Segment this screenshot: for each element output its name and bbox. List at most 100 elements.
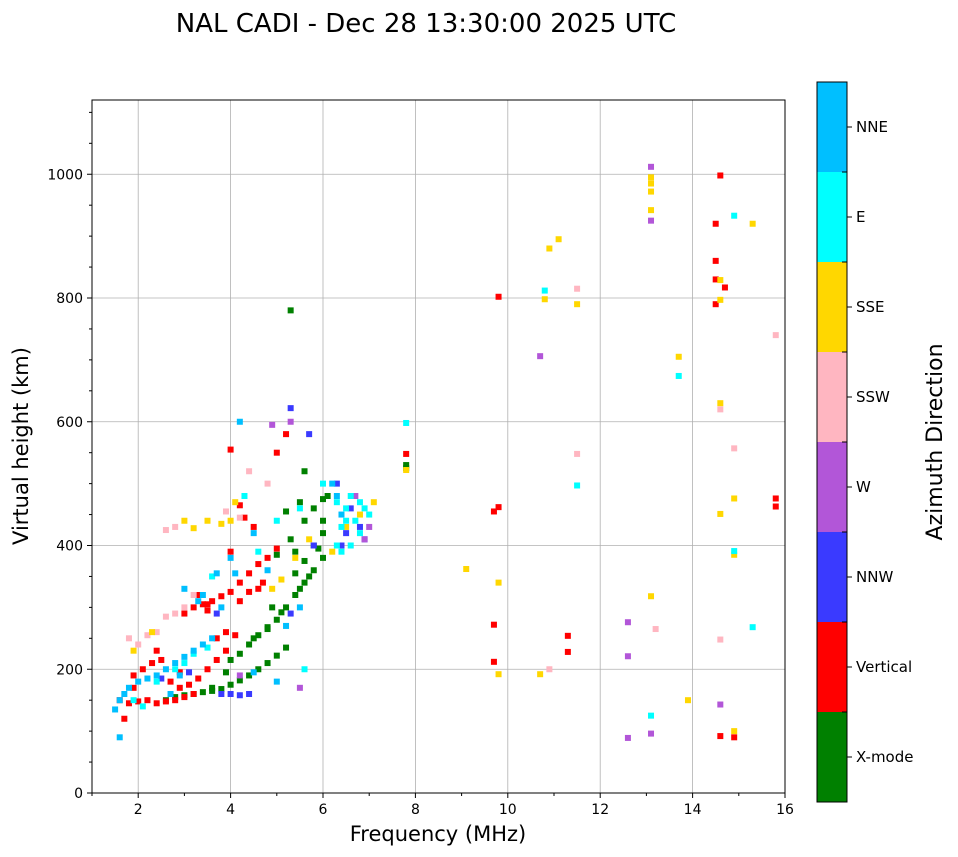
data-point — [246, 468, 253, 475]
data-point — [624, 619, 631, 626]
data-point — [236, 677, 243, 684]
data-point — [574, 482, 581, 489]
data-point — [712, 220, 719, 227]
data-point — [273, 652, 280, 659]
data-point — [255, 632, 262, 639]
data-point — [320, 496, 326, 503]
data-point — [652, 626, 659, 633]
data-point — [112, 706, 119, 713]
data-point — [190, 592, 197, 598]
data-point — [246, 588, 253, 595]
data-point — [296, 505, 303, 512]
data-point — [236, 579, 243, 586]
data-point — [717, 400, 724, 407]
data-point — [283, 431, 290, 438]
data-point — [338, 511, 345, 518]
data-point — [320, 554, 326, 561]
data-point — [712, 301, 719, 308]
data-point — [310, 542, 317, 549]
data-point — [222, 508, 229, 515]
series-ssw — [125, 285, 779, 673]
y-axis-label: Virtual height (km) — [9, 347, 33, 545]
data-point — [731, 551, 738, 558]
data-point — [301, 517, 308, 524]
y-axis: 0 200 400 600 800 1000 — [47, 111, 92, 802]
data-point — [333, 493, 340, 499]
data-point — [158, 675, 165, 682]
data-point — [301, 579, 308, 586]
data-point — [204, 607, 211, 614]
data-point — [283, 604, 290, 611]
data-point — [250, 523, 257, 530]
data-point — [717, 296, 724, 303]
data-point — [172, 610, 179, 617]
data-point — [333, 480, 340, 487]
data-point — [356, 523, 363, 530]
data-point — [241, 493, 248, 499]
data-point — [153, 700, 160, 707]
data-point — [403, 419, 410, 426]
data-point — [246, 570, 253, 577]
data-point — [269, 421, 276, 428]
data-point — [255, 666, 262, 673]
colorbar-segment — [817, 262, 847, 352]
data-point — [199, 601, 206, 608]
data-point — [320, 517, 326, 524]
data-point — [490, 658, 497, 665]
data-point — [648, 217, 655, 224]
data-point — [324, 493, 331, 499]
data-point — [772, 332, 779, 339]
data-point — [181, 517, 188, 524]
data-point — [195, 675, 202, 682]
data-point — [209, 635, 216, 642]
data-point — [721, 284, 728, 291]
data-point — [181, 694, 188, 701]
data-point — [546, 666, 553, 673]
series-sse — [130, 174, 756, 735]
data-point — [347, 505, 354, 512]
data-point — [537, 671, 544, 678]
data-point — [283, 644, 290, 651]
data-point — [259, 579, 266, 586]
data-point — [333, 499, 340, 506]
data-point — [209, 573, 216, 580]
data-point — [186, 669, 193, 676]
data-point — [356, 530, 363, 537]
data-point — [153, 678, 160, 685]
data-point — [343, 517, 350, 524]
data-point — [495, 671, 502, 678]
data-point — [463, 566, 470, 573]
data-point — [731, 734, 738, 741]
data-point — [232, 632, 239, 639]
data-point — [366, 523, 373, 530]
data-point — [130, 697, 137, 704]
colorbar-segment — [817, 712, 847, 802]
data-point — [246, 691, 253, 697]
data-point — [176, 672, 183, 679]
data-point — [731, 495, 738, 502]
data-point — [273, 678, 280, 685]
data-point — [648, 207, 655, 214]
chart-title: NAL CADI - Dec 28 13:30:00 2025 UTC — [176, 9, 676, 39]
y-tick-label: 0 — [74, 786, 83, 802]
data-point — [236, 672, 243, 679]
data-point — [731, 445, 738, 452]
data-point — [149, 660, 156, 667]
series-vertical — [116, 172, 779, 741]
data-point — [301, 468, 308, 475]
data-point — [296, 585, 303, 592]
data-point — [717, 277, 724, 284]
series-nne — [112, 418, 345, 741]
data-point — [546, 245, 553, 252]
colorbar-label: W — [856, 478, 871, 496]
data-point — [176, 669, 183, 676]
data-point — [236, 598, 243, 605]
data-point — [172, 666, 179, 673]
colorbar-label: SSW — [856, 388, 890, 406]
data-point — [213, 656, 220, 663]
x-tick-label: 4 — [226, 802, 235, 818]
data-point — [139, 703, 146, 710]
data-point — [172, 694, 179, 701]
data-point — [139, 666, 146, 673]
data-point — [167, 691, 174, 697]
